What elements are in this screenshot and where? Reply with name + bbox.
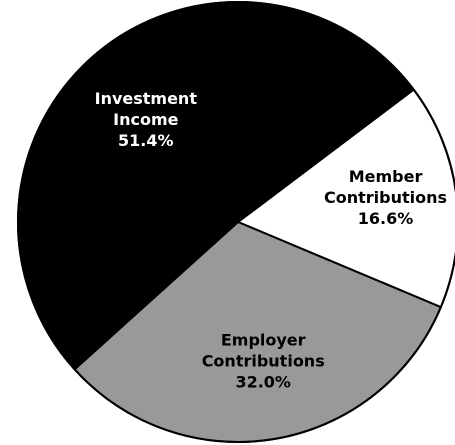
pie-category-label: Income [113, 110, 178, 129]
pie-label-employer-contributions: Employer Contributions 32.0% [202, 331, 325, 392]
pie-value-label: 16.6% [358, 209, 414, 228]
pie-category-label: Investment [95, 89, 198, 108]
pie-category-label: Member [349, 167, 423, 186]
pie-outline [17, 1, 455, 443]
pie-label-investment-income: Investment Income 51.4% [95, 89, 198, 150]
pie-category-label: Contributions [324, 188, 447, 207]
pie-category-label: Contributions [202, 352, 325, 371]
pie-label-member-contributions: Member Contributions 16.6% [324, 167, 447, 228]
pie-value-label: 51.4% [118, 131, 174, 150]
pie-value-label: 32.0% [235, 373, 291, 392]
pie-category-label: Employer [221, 331, 306, 350]
